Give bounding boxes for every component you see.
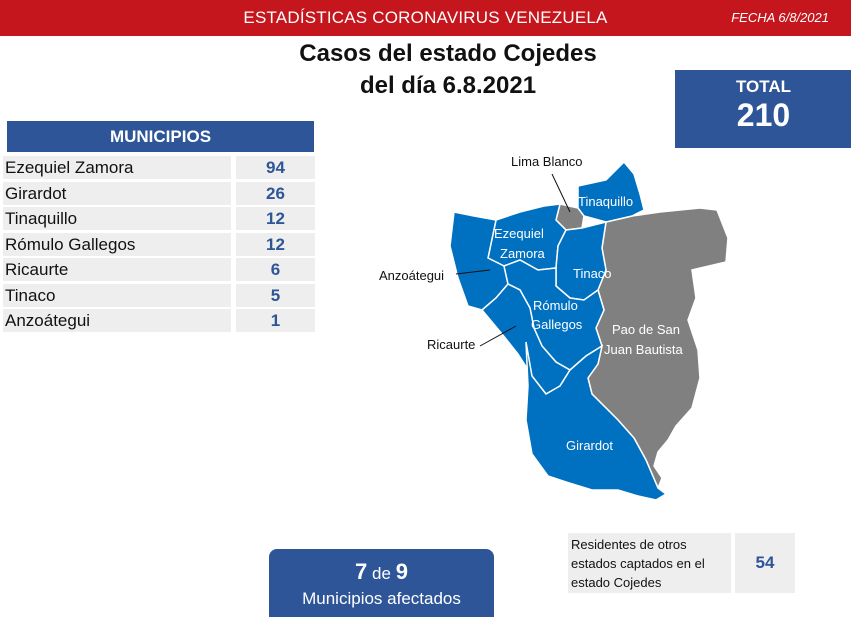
region-girardot <box>525 341 668 501</box>
table-row: Tinaquillo 12 <box>3 206 315 232</box>
label-pao-1: Pao de San <box>612 322 680 337</box>
table-row: Ricaurte 6 <box>3 257 315 283</box>
municipio-cases: 12 <box>236 207 315 230</box>
region-tinaquillo <box>577 160 645 223</box>
label-lima-blanco: Lima Blanco <box>511 154 583 169</box>
ricaurte-leader <box>479 325 517 347</box>
page-title-line1: Casos del estado Cojedes <box>299 40 597 67</box>
table-row: Ezequiel Zamora 94 <box>3 155 315 181</box>
afectados-count-line: 7 de 9 <box>269 559 494 585</box>
region-ricaurte <box>480 283 572 395</box>
afectados-total: 9 <box>395 559 408 584</box>
label-romulo-2: Gallegos <box>531 317 583 332</box>
banner-date: FECHA 6/8/2021 <box>731 10 829 25</box>
label-girardot: Girardot <box>566 438 613 453</box>
residentes-value: 54 <box>735 533 795 593</box>
total-box: TOTAL 210 <box>675 70 851 148</box>
total-value: 210 <box>736 97 791 133</box>
municipios-header: MUNICIPIOS <box>7 121 314 152</box>
municipio-cases: 6 <box>236 258 315 281</box>
afectados-count: 7 <box>355 559 368 584</box>
page-title-line2: del día 6.8.2021 <box>359 72 537 99</box>
residentes-label: Residentes de otros estados captados en … <box>568 533 731 593</box>
municipio-name: Tinaco <box>3 283 231 307</box>
municipio-name: Rómulo Gallegos <box>3 232 231 256</box>
label-ezequiel-1: Ezequiel <box>494 226 544 241</box>
municipios-afectados-box: 7 de 9 Municipios afectados <box>269 549 494 617</box>
municipio-cases: 94 <box>236 156 315 179</box>
label-romulo-1: Rómulo <box>533 298 578 313</box>
label-ezequiel-2: Zamora <box>500 246 545 261</box>
afectados-connector: de <box>372 564 391 583</box>
cojedes-map <box>449 160 729 501</box>
afectados-label: Municipios afectados <box>302 589 461 608</box>
municipio-cases: 5 <box>236 283 315 307</box>
region-tinaco <box>555 220 607 301</box>
label-tinaco: Tinaco <box>573 266 612 281</box>
label-pao-2: Juan Bautista <box>604 342 683 357</box>
municipios-table: Ezequiel Zamora 94 Girardot 26 Tinaquill… <box>3 155 315 334</box>
municipio-name: Girardot <box>3 181 231 205</box>
municipio-cases: 12 <box>236 232 315 256</box>
municipio-cases: 26 <box>236 181 315 205</box>
municipio-name: Tinaquillo <box>3 207 231 230</box>
municipio-name: Ezequiel Zamora <box>3 156 231 179</box>
municipio-cases: 1 <box>236 309 315 332</box>
table-row: Girardot 26 <box>3 181 315 207</box>
total-label: TOTAL <box>735 77 792 96</box>
label-anzoategui: Anzoátegui <box>379 268 445 283</box>
table-row: Anzoátegui 1 <box>3 308 315 334</box>
anzoategui-leader <box>455 269 491 275</box>
banner-title: ESTADÍSTICAS CORONAVIRUS VENEZUELA <box>243 8 608 27</box>
municipio-name: Anzoátegui <box>3 309 231 332</box>
lima-blanco-leader <box>551 173 571 213</box>
page-title: Casos del estado Cojedes del día 6.8.202… <box>268 38 628 102</box>
label-tinaquillo: Tinaquillo <box>578 194 634 209</box>
municipio-name: Ricaurte <box>3 258 231 281</box>
table-row: Tinaco 5 <box>3 283 315 309</box>
top-banner: ESTADÍSTICAS CORONAVIRUS VENEZUELA FECHA… <box>0 0 851 36</box>
table-row: Rómulo Gallegos 12 <box>3 232 315 258</box>
label-ricaurte: Ricaurte <box>427 337 476 352</box>
